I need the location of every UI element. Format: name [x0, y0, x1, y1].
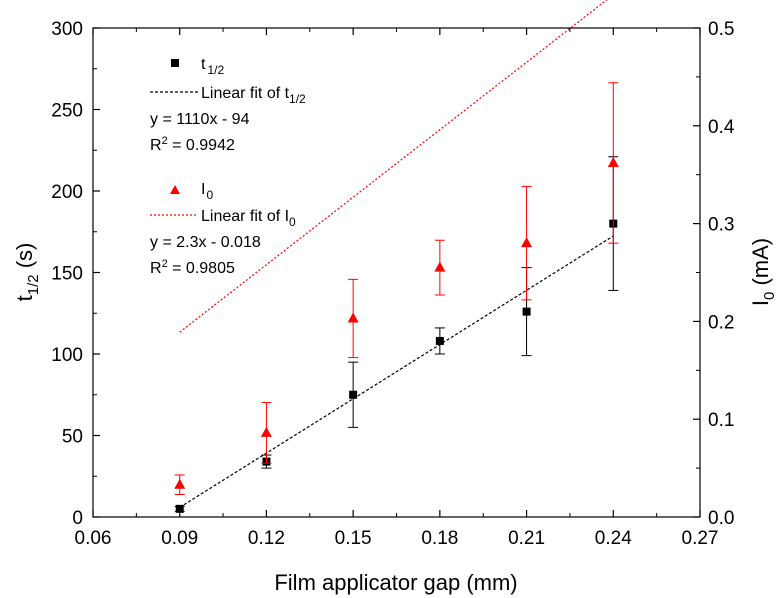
data-point-series-1 [521, 237, 533, 248]
y2-axis-title: I0 (mA) [748, 238, 778, 306]
fit-lines [179, 0, 614, 508]
legend-marker-t-half [171, 59, 179, 67]
y-tick-label: 100 [51, 345, 83, 366]
equation-t-half: y = 1110x - 94 [150, 111, 250, 128]
r-squared-t-half: R2 = 0.9942 [150, 135, 235, 154]
y-tick-label: 250 [51, 101, 83, 122]
x-tick-label: 0.27 [682, 528, 719, 549]
y2-tick-label: 0.3 [708, 215, 734, 236]
y-tick-label: 50 [62, 427, 83, 448]
data-point-series-0 [175, 504, 184, 513]
y2-tick-label: 0.2 [708, 312, 734, 333]
data-marks [174, 82, 619, 513]
data-point-series-1 [347, 312, 359, 323]
y2-tick-label: 0.5 [708, 19, 734, 40]
x-tick-label: 0.18 [421, 528, 458, 549]
legend-marker-i0 [170, 185, 180, 194]
fit-line-series-1 [179, 0, 608, 333]
legend-label-i0: I0 [201, 181, 213, 202]
y-axis-title: t1/2 (s) [12, 243, 42, 302]
x-tick-label: 0.15 [335, 528, 372, 549]
y-tick-label: 0 [72, 508, 83, 529]
axes: 0.06 0.09 0.12 0.15 0.18 0.21 0.24 0.27 0 50 100 15… [51, 19, 735, 549]
data-point-series-1 [260, 426, 272, 437]
legend-fit-label-i0: Linear fit of I0 [201, 208, 296, 229]
x-tick-label: 0.21 [508, 528, 545, 549]
x-tick-label: 0.24 [595, 528, 632, 549]
data-point-series-1 [174, 478, 186, 489]
x-tick-label: 0.12 [248, 528, 285, 549]
data-point-series-0 [435, 336, 444, 345]
y2-tick-label: 0.1 [708, 410, 734, 431]
legend-label-t-half: t 1/2 [201, 56, 224, 77]
y-tick-label: 300 [51, 19, 83, 40]
r-squared-i0: R2 = 0.9805 [150, 258, 235, 277]
data-point-series-1 [434, 261, 446, 272]
legend-fit-label-t-half: Linear fit of t1/2 [201, 85, 306, 106]
equation-i0: y = 2.3x - 0.018 [150, 234, 261, 251]
fit-line-series-0 [179, 235, 614, 508]
data-point-series-1 [607, 156, 619, 167]
x-axis-title: Film applicator gap (mm) [274, 570, 517, 595]
y-tick-label: 200 [51, 182, 83, 203]
data-point-series-0 [522, 307, 531, 316]
x-tick-label: 0.09 [161, 528, 198, 549]
y2-tick-label: 0.0 [708, 508, 734, 529]
legend: t 1/2 Linear fit of t1/2 y = 1110x - 94 R… [150, 56, 306, 277]
y-tick-label: 150 [51, 264, 83, 285]
data-point-series-0 [349, 390, 358, 399]
y2-tick-label: 0.4 [708, 117, 735, 138]
x-tick-label: 0.06 [75, 528, 112, 549]
